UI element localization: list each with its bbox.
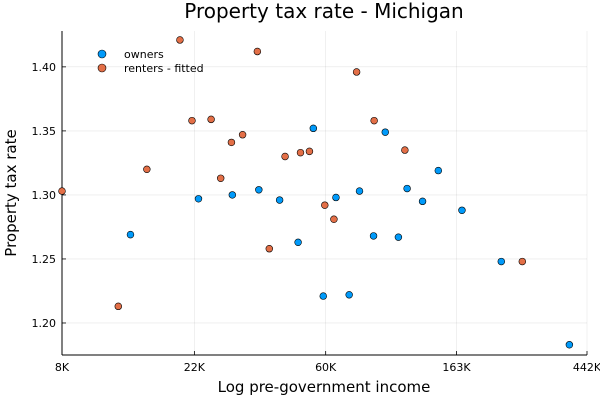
y-axis-label: Property tax rate bbox=[2, 129, 20, 256]
data-point bbox=[355, 187, 364, 195]
y-tick-label: 1.35 bbox=[32, 125, 57, 138]
x-axis-label: Log pre-government income bbox=[218, 378, 431, 396]
data-point bbox=[305, 147, 314, 156]
data-point bbox=[238, 131, 247, 139]
data-point bbox=[126, 230, 135, 239]
data-point bbox=[255, 186, 263, 194]
data-point bbox=[418, 197, 427, 206]
x-axis-ticks: 8K 22K 60K 163K 442K bbox=[55, 351, 600, 374]
series-owners bbox=[126, 124, 574, 349]
data-point bbox=[294, 238, 302, 247]
x-tick-label: 163K bbox=[442, 361, 471, 374]
data-point bbox=[330, 215, 338, 223]
data-point bbox=[458, 206, 466, 214]
y-tick-label: 1.30 bbox=[32, 189, 57, 202]
data-point bbox=[381, 128, 389, 136]
data-point bbox=[216, 174, 225, 182]
x-tick-label: 442K bbox=[573, 361, 600, 374]
data-point bbox=[319, 292, 327, 300]
legend-label: owners bbox=[124, 48, 164, 61]
legend-marker bbox=[97, 63, 107, 73]
y-tick-label: 1.40 bbox=[32, 61, 57, 74]
data-point bbox=[194, 195, 203, 203]
data-point bbox=[370, 116, 378, 125]
grid bbox=[61, 31, 588, 355]
chart-title: Property tax rate - Michigan bbox=[184, 0, 464, 23]
data-point bbox=[345, 291, 353, 299]
data-point bbox=[352, 68, 361, 76]
data-point bbox=[403, 184, 411, 193]
axes-frame bbox=[61, 31, 587, 356]
data-point bbox=[228, 191, 237, 199]
data-points bbox=[58, 36, 574, 349]
series-renters-fitted bbox=[58, 36, 527, 311]
data-point bbox=[401, 146, 409, 154]
data-point bbox=[265, 245, 274, 253]
data-point bbox=[207, 115, 215, 124]
data-point bbox=[143, 165, 151, 174]
x-tick-label: 22K bbox=[184, 361, 206, 374]
legend-label: renters - fitted bbox=[124, 62, 204, 75]
data-point bbox=[497, 257, 505, 266]
y-tick-label: 1.20 bbox=[32, 317, 57, 330]
data-point bbox=[188, 116, 196, 125]
data-point bbox=[176, 36, 184, 44]
data-point bbox=[321, 201, 329, 209]
data-point bbox=[394, 233, 403, 241]
data-point bbox=[253, 47, 262, 56]
legend-marker bbox=[97, 49, 107, 59]
data-point bbox=[275, 196, 284, 204]
data-point bbox=[296, 148, 305, 157]
y-tick-label: 1.25 bbox=[32, 253, 57, 266]
data-point bbox=[518, 257, 527, 266]
data-point bbox=[332, 193, 340, 202]
data-point bbox=[565, 341, 574, 349]
data-point bbox=[369, 232, 378, 240]
x-tick-label: 8K bbox=[55, 361, 70, 374]
data-point bbox=[281, 152, 289, 161]
data-point bbox=[227, 138, 236, 147]
data-point bbox=[114, 302, 122, 311]
data-point bbox=[58, 187, 66, 195]
x-tick-label: 60K bbox=[315, 361, 337, 374]
y-axis-ticks: 1.20 1.25 1.30 1.35 1.40 bbox=[32, 61, 66, 330]
data-point bbox=[309, 124, 318, 133]
data-point bbox=[434, 166, 443, 175]
